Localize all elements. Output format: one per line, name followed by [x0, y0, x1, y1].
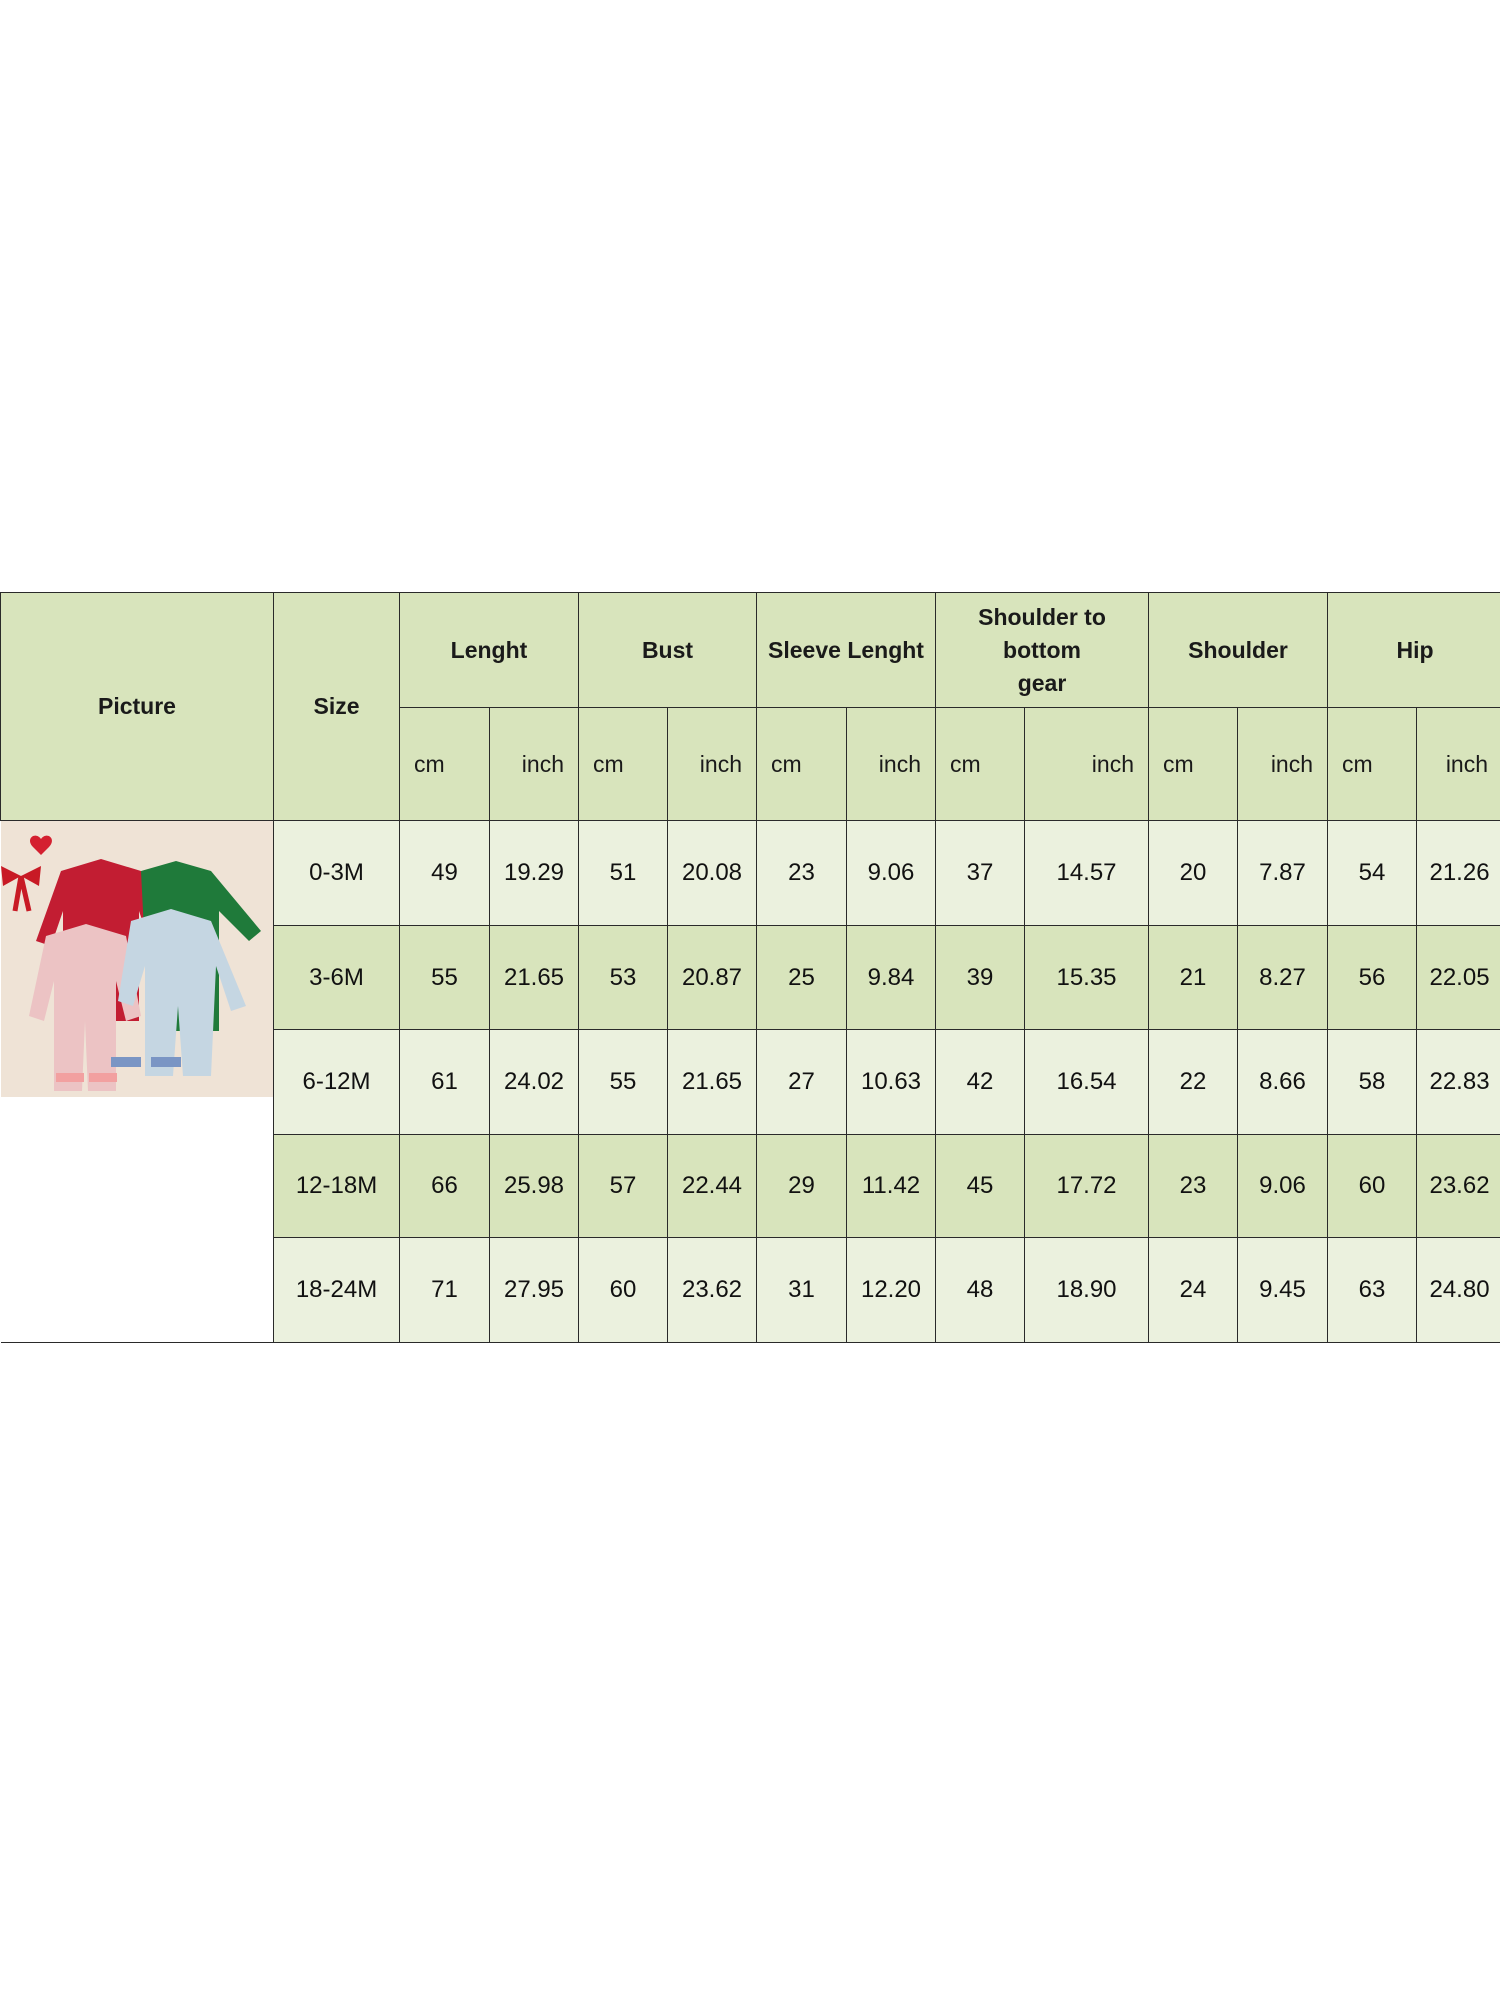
- size-cell: 0-3M: [273, 820, 400, 926]
- unit-header: inch: [1236, 707, 1329, 821]
- value-cell: 55: [399, 925, 490, 1030]
- value-cell: 56: [1327, 925, 1418, 1030]
- value-cell: 9.84: [846, 925, 936, 1030]
- value-cell: 58: [1327, 1029, 1418, 1135]
- value-cell: 66: [399, 1134, 490, 1238]
- group-header: Shoulder to bottom gear: [935, 592, 1149, 708]
- product-picture-cell: [0, 820, 274, 1343]
- unit-header: inch: [1024, 707, 1149, 821]
- group-header: Sleeve Lenght: [756, 592, 936, 708]
- value-cell: 55: [578, 1029, 668, 1135]
- group-header: Shoulder: [1147, 592, 1329, 708]
- value-cell: 48: [935, 1237, 1025, 1343]
- unit-header: cm: [399, 707, 490, 821]
- unit-header: inch: [1416, 707, 1500, 821]
- value-cell: 37: [935, 820, 1025, 926]
- product-photo: [0, 821, 273, 1097]
- value-cell: 12.20: [846, 1237, 936, 1343]
- size-cell: 12-18M: [273, 1134, 400, 1238]
- value-cell: 20.87: [667, 925, 757, 1030]
- table-row: 3-6M 55 21.65 53 20.87 25 9.84 39 15.35 21 8.27 56 2…: [1, 925, 1500, 1030]
- group-header: Hip: [1327, 592, 1500, 708]
- table-row: 12-18M 66 25.98 57 22.44 29 11.42 45 17.72 23 9.06…: [1, 1134, 1500, 1238]
- value-cell: 60: [578, 1237, 668, 1343]
- unit-header: inch: [489, 707, 579, 821]
- unit-header: cm: [756, 707, 847, 821]
- value-cell: 14.57: [1024, 820, 1149, 926]
- value-cell: 8.66: [1236, 1029, 1329, 1135]
- value-cell: 45: [935, 1134, 1025, 1238]
- value-cell: 29: [756, 1134, 847, 1238]
- value-cell: 63: [1327, 1237, 1418, 1343]
- unit-header: inch: [667, 707, 757, 821]
- value-cell: 60: [1327, 1134, 1418, 1238]
- table-row: 0-3M 49 19.29 51 20.08 23 9.06 37 14.57 20 7.87 54 2…: [0, 820, 1500, 1343]
- value-cell: 71: [399, 1237, 490, 1343]
- value-cell: 31: [756, 1237, 847, 1343]
- value-cell: 19.29: [489, 820, 579, 926]
- value-cell: 39: [935, 925, 1025, 1030]
- group-header: Lenght: [399, 592, 579, 708]
- unit-header: cm: [1148, 707, 1238, 821]
- value-cell: 27: [756, 1029, 847, 1135]
- table-row: 6-12M 61 24.02 55 21.65 27 10.63 42 16.54 22 8.66 5…: [1, 1029, 1500, 1135]
- value-cell: 22: [1148, 1029, 1238, 1135]
- value-cell: 9.45: [1236, 1237, 1329, 1343]
- value-cell: 57: [578, 1134, 668, 1238]
- value-cell: 21: [1148, 925, 1238, 1030]
- value-cell: 42: [935, 1029, 1025, 1135]
- unit-header: cm: [578, 707, 668, 821]
- value-cell: 49: [399, 820, 490, 926]
- value-cell: 22.05: [1416, 925, 1500, 1030]
- value-cell: 20.08: [667, 820, 757, 926]
- value-cell: 54: [1327, 820, 1418, 926]
- size-cell: 18-24M: [273, 1237, 400, 1343]
- size-chart-table: Picture Size Lenght Bust Sleeve Lenght S…: [0, 592, 1500, 1343]
- value-cell: 11.42: [846, 1134, 936, 1238]
- value-cell: 18.90: [1024, 1237, 1149, 1343]
- value-cell: 22.83: [1416, 1029, 1500, 1135]
- value-cell: 15.35: [1024, 925, 1149, 1030]
- value-cell: 22.44: [667, 1134, 757, 1238]
- value-cell: 24.80: [1416, 1237, 1500, 1343]
- value-cell: 16.54: [1024, 1029, 1149, 1135]
- value-cell: 24: [1148, 1237, 1238, 1343]
- value-cell: 25: [756, 925, 847, 1030]
- value-cell: 27.95: [489, 1237, 579, 1343]
- size-header: Size: [273, 592, 400, 821]
- value-cell: 8.27: [1236, 925, 1329, 1030]
- picture-header: Picture: [0, 592, 274, 821]
- value-cell: 51: [578, 820, 668, 926]
- value-cell: 23: [756, 820, 847, 926]
- group-header: Bust: [578, 592, 757, 708]
- value-cell: 9.06: [846, 820, 936, 926]
- value-cell: 9.06: [1236, 1134, 1329, 1238]
- value-cell: 53: [578, 925, 668, 1030]
- value-cell: 21.65: [667, 1029, 757, 1135]
- value-cell: 10.63: [846, 1029, 936, 1135]
- table-row: 18-24M 71 27.95 60 23.62 31 12.20 48 18.90 24 9.45…: [1, 1237, 1500, 1343]
- value-cell: 17.72: [1024, 1134, 1149, 1238]
- value-cell: 20: [1148, 820, 1238, 926]
- value-cell: 23: [1148, 1134, 1238, 1238]
- value-cell: 24.02: [489, 1029, 579, 1135]
- unit-header: cm: [935, 707, 1025, 821]
- value-cell: 21.26: [1416, 820, 1500, 926]
- value-cell: 21.65: [489, 925, 579, 1030]
- value-cell: 23.62: [1416, 1134, 1500, 1238]
- value-cell: 25.98: [489, 1134, 579, 1238]
- size-cell: 6-12M: [273, 1029, 400, 1135]
- unit-header: inch: [846, 707, 936, 821]
- value-cell: 61: [399, 1029, 490, 1135]
- unit-header: cm: [1327, 707, 1418, 821]
- size-cell: 3-6M: [273, 925, 400, 1030]
- value-cell: 7.87: [1236, 820, 1329, 926]
- value-cell: 23.62: [667, 1237, 757, 1343]
